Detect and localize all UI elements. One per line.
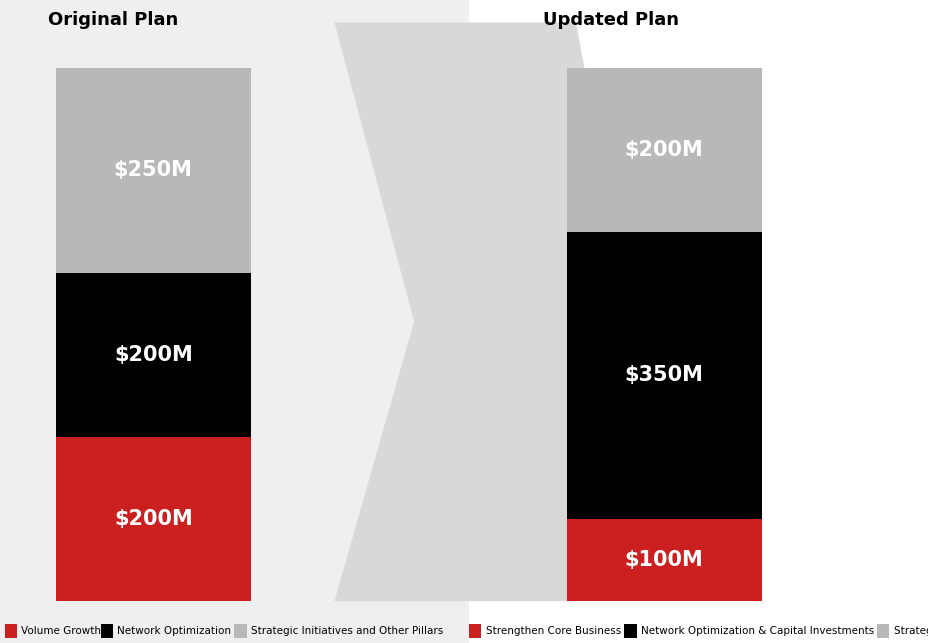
Text: Original Plan: Original Plan	[48, 11, 178, 29]
Bar	[566, 68, 761, 231]
Text: $200M: $200M	[114, 509, 192, 529]
Bar	[5, 624, 17, 638]
Bar	[876, 624, 888, 638]
Bar	[56, 68, 251, 273]
Bar	[234, 624, 246, 638]
Text: Strategic Initiatives: Strategic Initiatives	[893, 626, 928, 636]
Text: Network Optimization & Capital Investments: Network Optimization & Capital Investmen…	[640, 626, 873, 636]
Bar	[469, 0, 928, 643]
Bar	[0, 0, 469, 643]
Bar	[624, 624, 636, 638]
Text: Strengthen Core Business: Strengthen Core Business	[485, 626, 621, 636]
Text: $250M: $250M	[114, 160, 192, 180]
Bar	[56, 273, 251, 437]
Polygon shape	[334, 23, 631, 601]
Bar	[469, 624, 481, 638]
Text: Updated Plan: Updated Plan	[543, 11, 678, 29]
Text: $200M: $200M	[625, 140, 702, 159]
Text: $100M: $100M	[625, 550, 702, 570]
Bar	[100, 624, 112, 638]
Text: $200M: $200M	[114, 345, 192, 365]
Bar	[566, 231, 761, 519]
Text: Network Optimization: Network Optimization	[117, 626, 231, 636]
Text: $350M: $350M	[625, 365, 702, 385]
Text: Strategic Initiatives and Other Pillars: Strategic Initiatives and Other Pillars	[251, 626, 443, 636]
Text: Volume Growth: Volume Growth	[21, 626, 101, 636]
Bar	[56, 437, 251, 601]
Bar	[566, 519, 761, 601]
